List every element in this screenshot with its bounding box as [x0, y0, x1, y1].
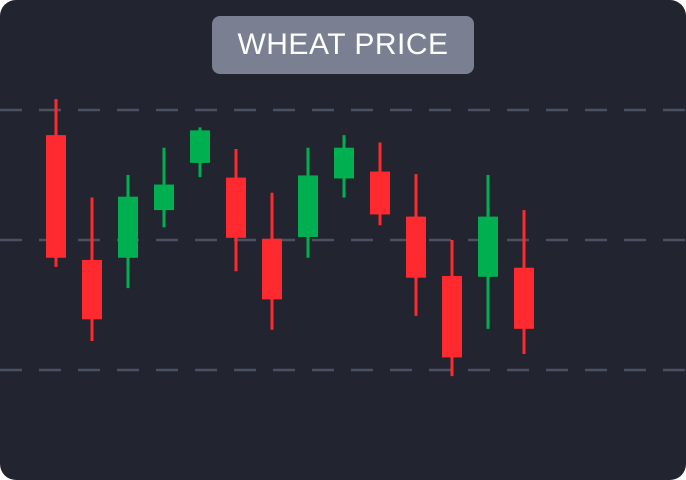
candle-layer [46, 99, 534, 377]
candle-5 [190, 127, 210, 178]
candle-6 [226, 149, 246, 272]
chart-title: WHEAT PRICE [212, 16, 474, 74]
candle-body [262, 238, 282, 300]
candle-12 [442, 240, 462, 377]
candle-body [442, 275, 462, 358]
candle-4 [154, 147, 174, 228]
candle-body [118, 196, 138, 258]
candle-11 [406, 174, 426, 316]
candle-7 [262, 192, 282, 330]
candle-body [370, 171, 390, 215]
candle-3 [118, 175, 138, 289]
candle-8 [298, 147, 318, 258]
candle-10 [370, 142, 390, 226]
candle-2 [82, 197, 102, 341]
candle-1 [46, 99, 66, 267]
candle-body [190, 130, 210, 163]
candle-body [298, 175, 318, 237]
candle-body [154, 184, 174, 211]
candle-body [226, 177, 246, 238]
candle-9 [334, 135, 354, 198]
candle-14 [514, 210, 534, 354]
candle-13 [478, 175, 498, 329]
candle-body [46, 135, 66, 258]
candle-body [406, 216, 426, 278]
candle-body [82, 259, 102, 320]
candle-body [334, 147, 354, 179]
candle-body [514, 267, 534, 329]
candle-body [478, 216, 498, 277]
